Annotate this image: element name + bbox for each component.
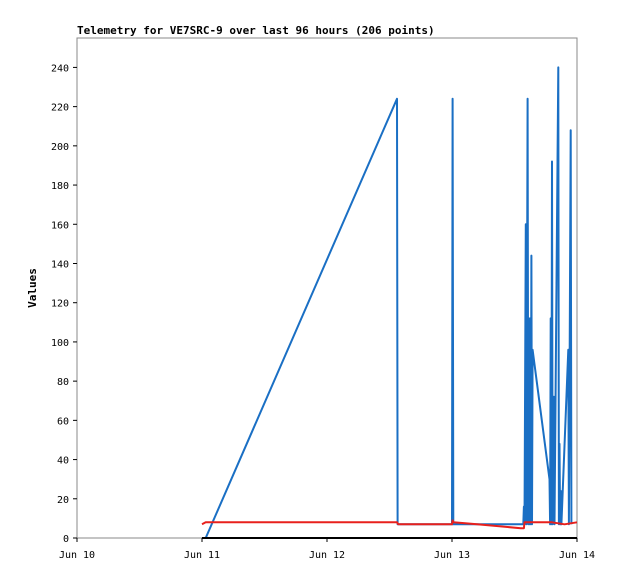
y-tick-label: 20 [57,495,69,506]
y-tick-label: 40 [57,456,69,467]
plot-area-frame [76,37,578,539]
chart-title: Telemetry for VE7SRC-9 over last 96 hour… [77,24,435,37]
y-tick-label: 120 [51,299,69,310]
y-tick-label: 200 [51,142,69,153]
x-tick-label: Jun 10 [59,550,95,561]
y-tick-label: 220 [51,103,69,114]
y-tick-label: 0 [63,534,69,545]
x-tick-label: Jun 12 [309,550,345,561]
x-tick-label: Jun 13 [434,550,470,561]
series-line-1 [201,519,578,530]
y-tick-label: 80 [57,377,69,388]
x-tick-label: Jun 14 [559,550,595,561]
y-tick-label: 180 [51,181,69,192]
series-line-0 [204,66,573,539]
series-layer [201,66,578,539]
y-tick-label: 140 [51,259,69,270]
y-tick-label: 160 [51,220,69,231]
y-tick-label: 240 [51,63,69,74]
x-tick-label: Jun 11 [184,550,220,561]
x-axis: Jun 10 Jun 11 Jun 12 Jun 13 Jun 14 [59,538,595,561]
y-axis: 0 20 40 60 80 100 120 140 160 180 200 220 240 [51,63,77,545]
y-axis-label: Values [26,268,39,308]
y-tick-label: 60 [57,416,69,427]
y-tick-label: 100 [51,338,69,349]
